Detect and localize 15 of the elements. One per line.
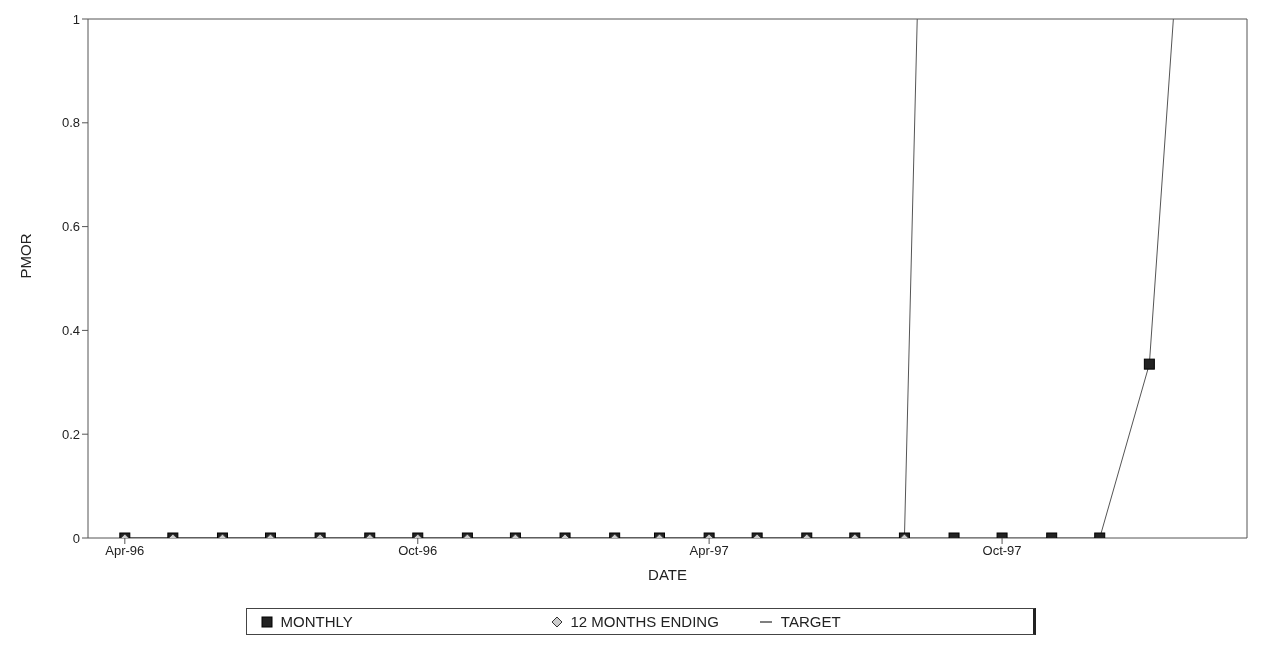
x-tick-label: Apr-96 bbox=[105, 543, 145, 559]
y-tick-label: 0.2 bbox=[61, 426, 80, 442]
y-tick-label: 0.4 bbox=[61, 323, 80, 339]
y-tick-label: 0.8 bbox=[61, 115, 80, 131]
legend-label: 12 MONTHS ENDING bbox=[569, 613, 719, 630]
y-tick-label: 0 bbox=[72, 530, 80, 546]
legend-label: TARGET bbox=[779, 613, 841, 630]
y-tick-label: 0.6 bbox=[61, 219, 80, 235]
x-tick-label: Apr-97 bbox=[689, 543, 729, 559]
x-axis-title: DATE bbox=[648, 566, 687, 583]
x-tick-label: Oct-97 bbox=[982, 543, 1022, 559]
x-tick-label: Oct-96 bbox=[398, 543, 438, 559]
y-axis-title: PMOR bbox=[17, 233, 35, 279]
y-tick-label: 1 bbox=[72, 11, 80, 27]
legend-label: MONTHLY bbox=[279, 613, 354, 630]
